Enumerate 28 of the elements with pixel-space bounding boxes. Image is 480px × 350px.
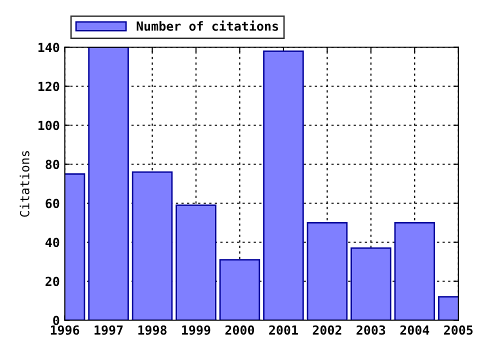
x-tick-label: 2001 [269,325,298,335]
bar [132,171,173,320]
x-tick-label: 2003 [356,325,386,335]
x-tick-label: 1997 [94,325,123,335]
y-tick-label: 80 [46,160,60,170]
legend-label: Number of citations [136,20,278,31]
x-tick-label: 1998 [138,325,167,335]
bar [219,259,260,320]
y-tick-label: 0 [53,316,60,326]
bar [394,222,436,320]
bar [306,222,348,320]
y-tick-label: 120 [38,82,60,92]
x-tick-label: 2005 [444,325,473,335]
bar [263,50,304,320]
x-tick-label: 1999 [182,325,210,335]
x-tick-label: 2004 [400,325,430,335]
y-tick-label: 60 [46,198,60,208]
x-tick-label: 1996 [50,325,80,335]
y-tick-label: 100 [38,120,60,130]
x-tick-label: 2002 [312,325,342,335]
y-tick-label: 40 [46,238,60,248]
bar [350,247,392,320]
bar [176,204,216,320]
x-tick-label: 2000 [225,325,254,335]
y-tick-label: 20 [46,276,60,286]
y-axis-title: Citations [20,151,30,217]
y-tick-label: 140 [38,42,60,52]
bar [88,47,129,320]
